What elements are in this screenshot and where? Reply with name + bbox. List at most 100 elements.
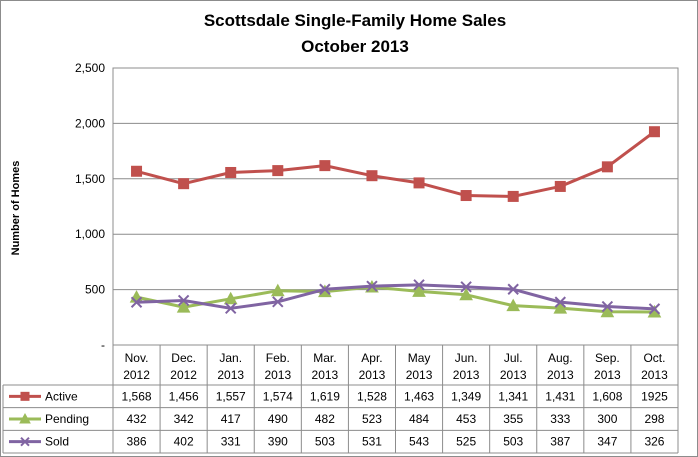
table-cell: 387 [550, 435, 570, 449]
table-cell: 503 [503, 435, 523, 449]
series-lines [129, 126, 662, 318]
table-cell: 333 [550, 412, 570, 426]
table-cell: 300 [597, 412, 617, 426]
x-tick-label: 2013 [359, 368, 386, 382]
x-tick-label: Mar. [313, 351, 336, 365]
table-cell: 1,528 [357, 389, 387, 403]
y-tick-label: 1,500 [75, 172, 105, 186]
legend-marker [20, 391, 30, 401]
table-cell: 386 [127, 435, 147, 449]
chart-title-line1: Scottsdale Single-Family Home Sales [204, 11, 506, 30]
x-tick-label: Oct. [643, 351, 665, 365]
series-line [136, 285, 655, 314]
table-cell: 331 [221, 435, 241, 449]
series-line [136, 130, 656, 198]
x-tick-label: May [408, 351, 431, 365]
x-tick-label: 2012 [170, 368, 197, 382]
table-cell: 1,568 [122, 389, 152, 403]
legend-marker [20, 436, 30, 447]
table-cell: 525 [456, 435, 476, 449]
table-cell: 490 [268, 412, 288, 426]
data-point [648, 303, 661, 315]
x-tick-label: 2013 [594, 368, 621, 382]
data-point [506, 298, 521, 312]
x-tick-label: 2012 [123, 368, 150, 382]
data-point [601, 300, 614, 313]
data-point [507, 283, 519, 295]
legend-label: Sold [45, 435, 69, 449]
x-tick-label: Feb. [266, 351, 290, 365]
legend-marker [19, 412, 31, 424]
x-tick-label: Jul. [504, 351, 523, 365]
data-point [648, 126, 660, 138]
table-cell: 1,619 [310, 389, 340, 403]
table-cell: 347 [597, 435, 617, 449]
data-point [601, 161, 613, 173]
data-point [178, 178, 190, 190]
table-cell: 326 [644, 435, 664, 449]
series-sold [130, 279, 661, 315]
x-tick-label: 2013 [641, 368, 668, 382]
table-cell: 1,463 [404, 389, 434, 403]
data-point [460, 281, 472, 293]
x-tick-label: Dec. [171, 351, 196, 365]
table-cell: 402 [174, 435, 194, 449]
table-cell: 1,456 [169, 389, 199, 403]
x-tick-label: Sep. [595, 351, 620, 365]
data-point [600, 304, 615, 318]
data-point [272, 296, 284, 308]
y-tick-label: - [101, 338, 105, 352]
data-point [459, 287, 473, 301]
x-tick-label: 2013 [264, 368, 291, 382]
x-tick-label: 2013 [500, 368, 527, 382]
series-line [136, 283, 655, 311]
table-cell: 1,431 [545, 389, 575, 403]
data-point [553, 301, 568, 314]
series-pending [129, 280, 662, 318]
data-point [366, 280, 378, 292]
legend-label: Pending [45, 412, 89, 426]
y-axis-label: Number of Homes [10, 161, 22, 256]
data-point [225, 302, 237, 315]
data-point [554, 180, 566, 192]
table-cell: 417 [221, 412, 241, 426]
data-point [223, 291, 238, 305]
chart-title-line2: October 2013 [301, 37, 409, 56]
x-tick-label: Aug. [548, 351, 573, 365]
y-tick-label: 2,500 [75, 61, 105, 75]
table-cell: 342 [174, 412, 194, 426]
data-table: Nov. 2012 Dec. 2012 Jan. 2013 Feb. 2013 Mar. 2013… [2, 345, 679, 454]
data-point [270, 283, 285, 297]
table-cell: 531 [362, 435, 382, 449]
x-tick-label: 2013 [547, 368, 574, 382]
x-tick-label: Apr. [361, 351, 382, 365]
x-tick-label: 2013 [453, 368, 480, 382]
data-point [130, 296, 143, 308]
table-cell: 1,574 [263, 389, 293, 403]
x-tick-label: Jan. [219, 351, 242, 365]
table-cell: 1,341 [498, 389, 528, 403]
x-tick-label: Jun. [455, 351, 478, 365]
data-point [366, 170, 378, 182]
data-point [319, 160, 331, 172]
table-cell: 482 [315, 412, 335, 426]
x-tick-label: Nov. [125, 351, 149, 365]
table-cell: 390 [268, 435, 288, 449]
table-cell: 543 [409, 435, 429, 449]
data-point [176, 300, 191, 313]
table-cell: 355 [503, 412, 523, 426]
table-cell: 432 [127, 412, 147, 426]
data-point [177, 294, 190, 307]
table-cell: 1,557 [216, 389, 246, 403]
table-cell: 503 [315, 435, 335, 449]
x-tick-label: 2013 [217, 368, 244, 382]
data-point [554, 296, 566, 308]
table-cell: 1,349 [451, 389, 481, 403]
y-tick-label: 1,000 [75, 227, 105, 241]
table-cell: 298 [644, 412, 664, 426]
series-active [131, 126, 660, 202]
data-point [131, 165, 143, 177]
data-point [413, 279, 425, 291]
